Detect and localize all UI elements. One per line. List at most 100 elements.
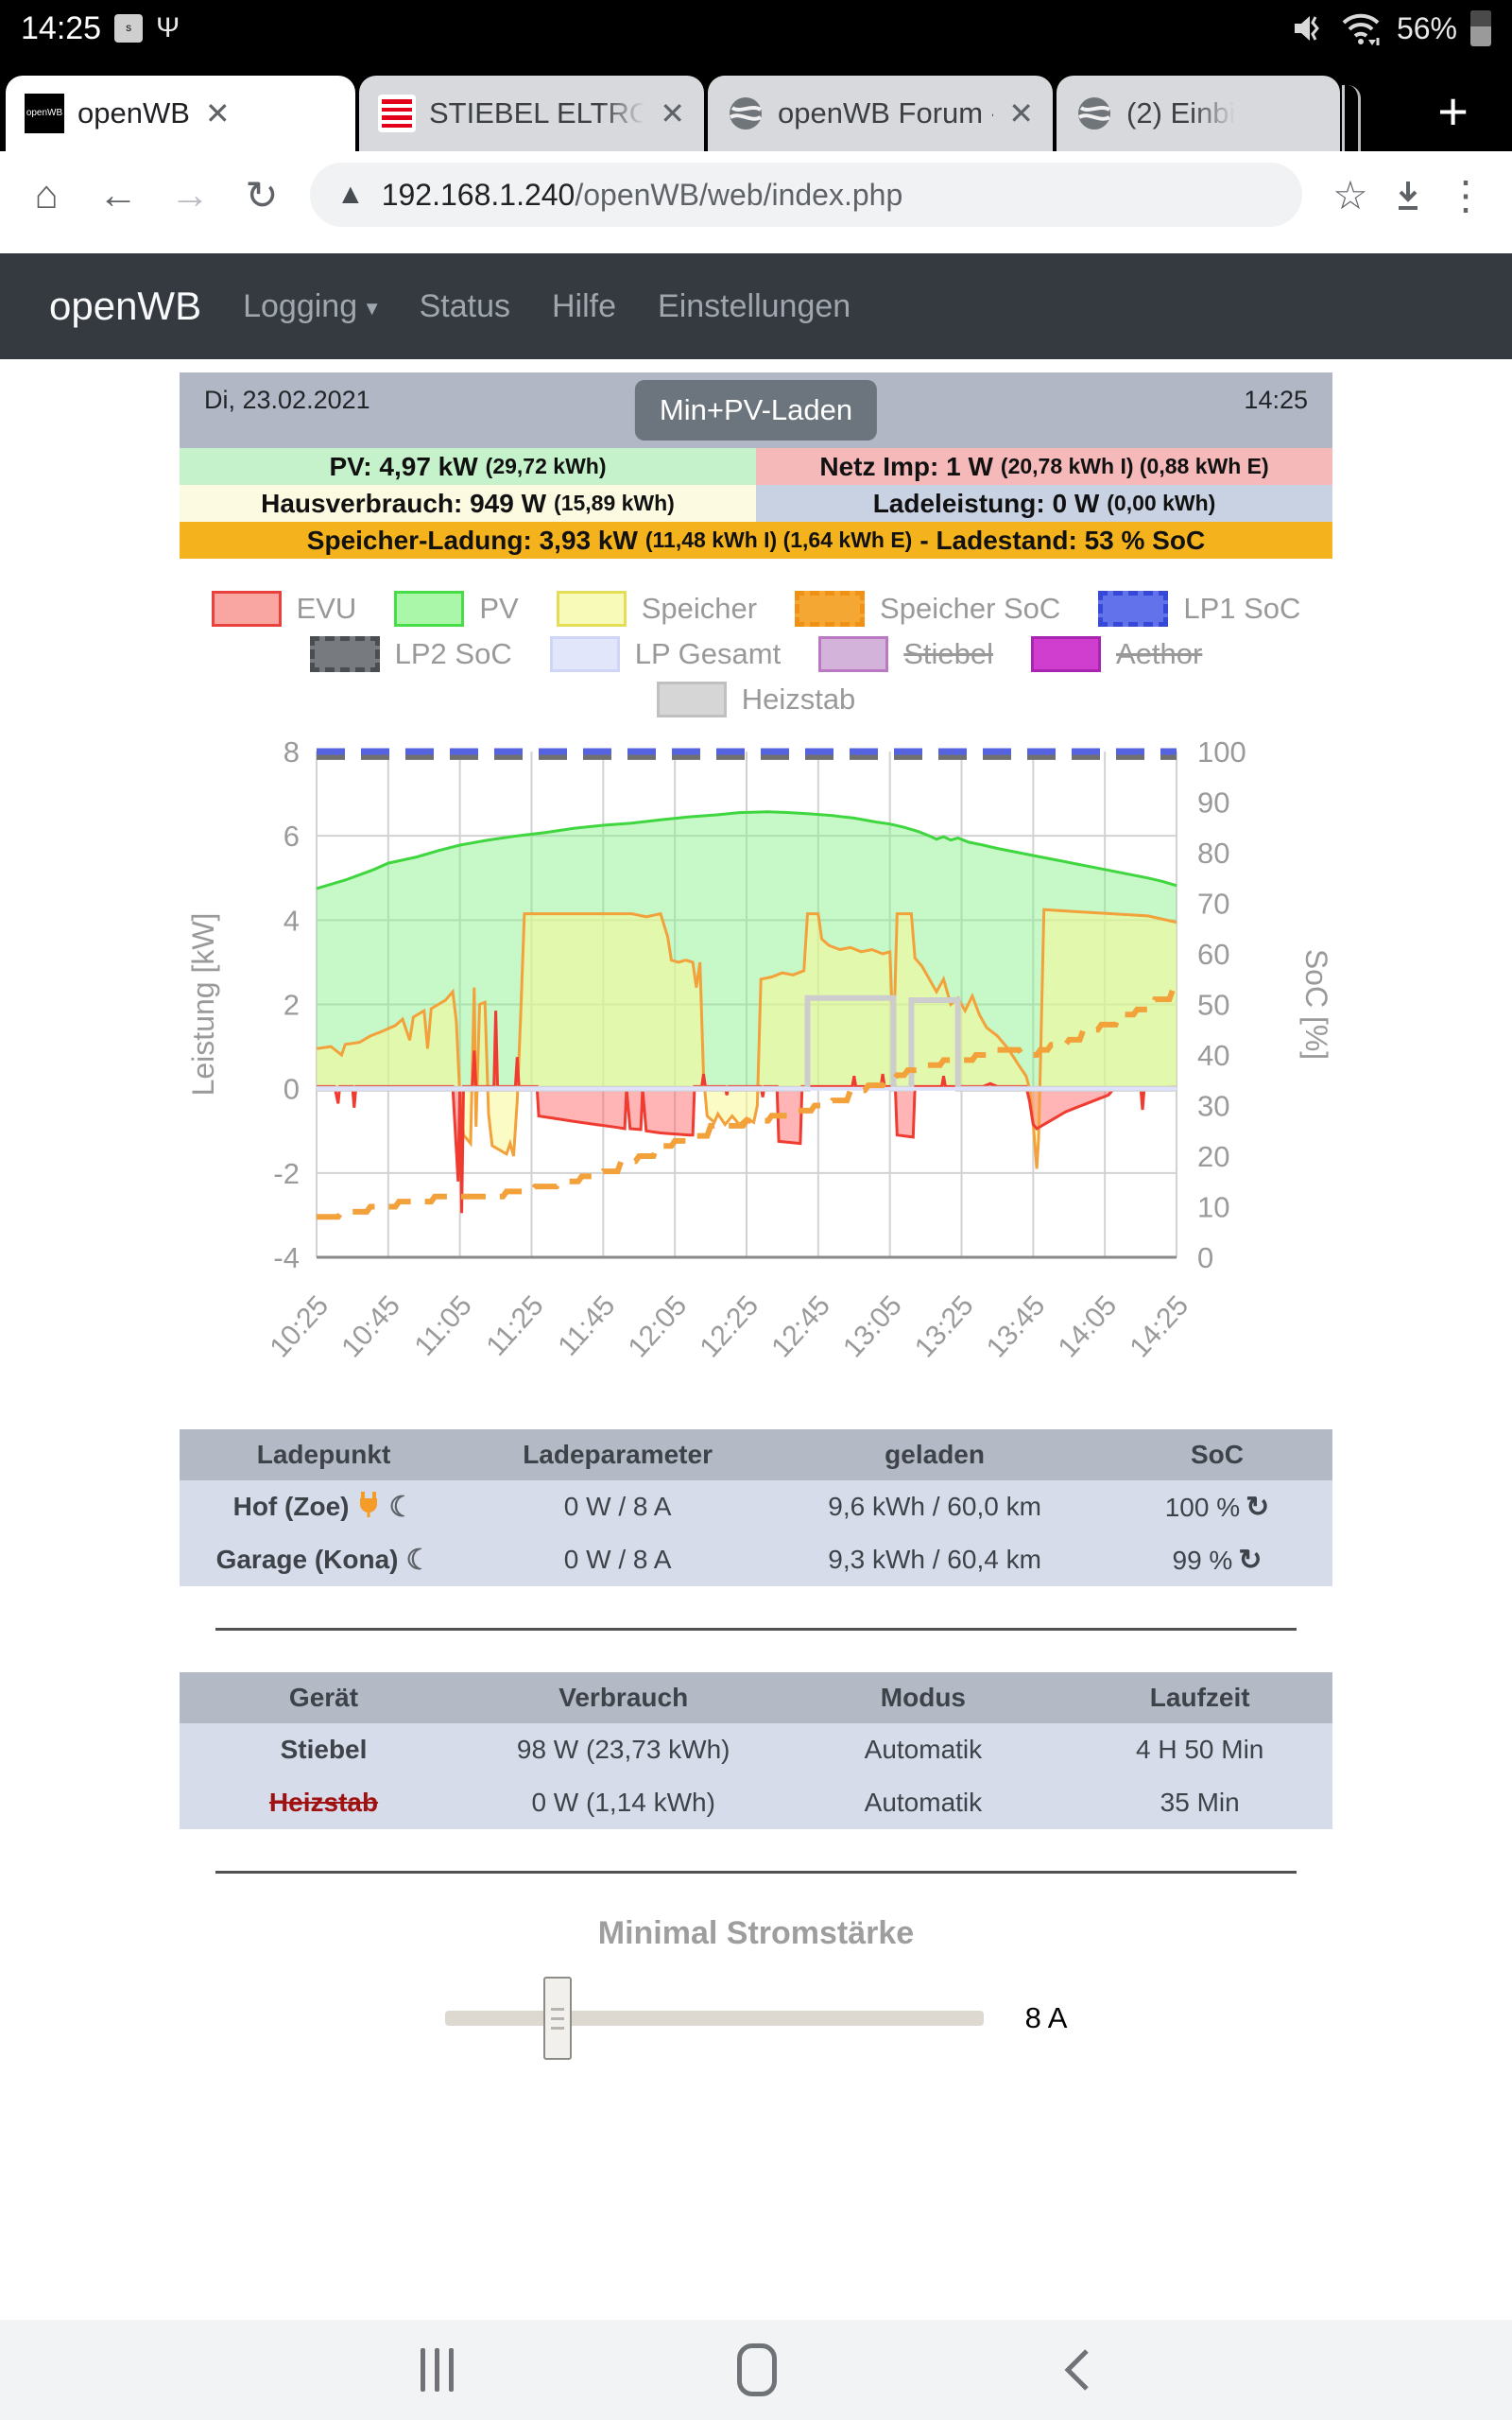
stat-speicher-soc: - Ladestand: 53 % SoC (919, 525, 1206, 555)
nav-item-einstellungen[interactable]: Einstellungen (658, 287, 851, 324)
svg-text:12:05: 12:05 (623, 1290, 694, 1364)
reload-icon[interactable]: ↻ (245, 172, 279, 217)
recents-button-icon[interactable] (420, 2348, 454, 2392)
battery-icon (1470, 10, 1491, 46)
moon-icon: ☾ (388, 1491, 415, 1523)
series-fill-speicher (317, 909, 1177, 1169)
min-current-slider-track[interactable] (444, 1977, 984, 2060)
device-col-header: Gerät (288, 1683, 359, 1712)
browser-tab-3[interactable]: (2) Einbi (1057, 76, 1340, 151)
tab-close-icon[interactable]: ✕ (1008, 96, 1034, 130)
new-tab-button[interactable]: + (1437, 81, 1469, 141)
toolbar-actions: ☆ ⋮ (1327, 172, 1489, 218)
svg-text:SoC [%]: SoC [%] (1299, 949, 1332, 1060)
brand-logo[interactable]: openWB (49, 284, 202, 328)
not-secure-warning-icon[interactable]: ▲ (336, 179, 365, 210)
download-icon[interactable] (1387, 174, 1429, 216)
device-mode: Automatik (864, 1735, 983, 1764)
svg-text:13:25: 13:25 (909, 1290, 980, 1364)
stat-pv-main: PV: 4,97 kW (329, 451, 478, 481)
svg-text:-2: -2 (273, 1157, 300, 1190)
svg-text:100: 100 (1197, 735, 1246, 769)
legend-label: LP2 SoC (394, 637, 512, 670)
android-status-bar: 14:25 S Ψ 56% (0, 0, 1512, 57)
tab-title-fade (601, 96, 645, 130)
nav-item-hilfe[interactable]: Hilfe (552, 287, 617, 324)
svg-text:40: 40 (1197, 1039, 1229, 1072)
legend-label: Aethor (1116, 637, 1203, 670)
home-button-icon[interactable] (736, 2343, 777, 2396)
legend-swatch (818, 636, 889, 672)
globe-favicon (727, 95, 765, 132)
refresh-soc-icon[interactable]: ↻ (1238, 1544, 1263, 1576)
charge-mode-button[interactable]: Min+PV-Laden (634, 380, 878, 441)
svg-text:50: 50 (1197, 989, 1229, 1022)
stat-netz-main: Netz Imp: 1 W (819, 451, 993, 481)
min-current-slider-handle[interactable] (543, 1977, 573, 2060)
nav-item-status[interactable]: Status (419, 287, 510, 324)
charge-col-header: Ladeparameter (523, 1440, 713, 1469)
stat-pv-detail: (29,72 kWh) (485, 454, 607, 478)
svg-text:Leistung [kW]: Leistung [kW] (186, 913, 220, 1097)
divider (215, 1871, 1297, 1874)
charge-points-table: Ladepunkt Ladeparameter geladen SoC Hof (Zo… (180, 1429, 1332, 1586)
bookmark-star-icon[interactable]: ☆ (1332, 172, 1368, 217)
legend-swatch (394, 591, 465, 627)
main-content: Di, 23.02.2021 14:25 Min+PV-Laden PV: 4,… (180, 372, 1333, 2060)
svg-text:14:25: 14:25 (1124, 1290, 1194, 1364)
legend-item-stiebel[interactable]: Stiebel (818, 636, 993, 672)
stat-ladeleistung: Ladeleistung: 0 W (0,00 kWh) (756, 485, 1332, 522)
legend-item-heizstab[interactable]: Heizstab (656, 682, 855, 717)
browser-tab-0[interactable]: openWB openWB ✕ (6, 76, 355, 151)
device-consumption: 0 W (1,14 kWh) (531, 1788, 715, 1817)
device-name: Stiebel (280, 1735, 368, 1764)
browser-tab-2[interactable]: openWB Forum - ✕ (708, 76, 1053, 151)
series-line-speicher-soc (317, 986, 1177, 1220)
url-path: /openWB/web/index.php (575, 177, 903, 212)
svg-text:6: 6 (284, 820, 300, 853)
tab-close-icon[interactable]: ✕ (660, 96, 685, 130)
chargepoint-name: Garage (Kona) ☾ (215, 1544, 432, 1576)
svg-text:12:45: 12:45 (765, 1290, 836, 1364)
battery-percent: 56% (1396, 10, 1457, 45)
svg-text:90: 90 (1197, 786, 1229, 820)
stat-netz: Netz Imp: 1 W (20,78 kWh I) (0,88 kWh E) (756, 448, 1332, 485)
device-consumption: 98 W (23,73 kWh) (516, 1735, 730, 1764)
browser-tab-1[interactable]: STIEBEL ELTRON ✕ (359, 76, 704, 151)
back-button-icon[interactable] (1060, 2345, 1092, 2394)
legend-item-evu[interactable]: EVU (211, 591, 356, 627)
home-icon[interactable]: ⌂ (34, 172, 59, 216)
refresh-soc-icon[interactable]: ↻ (1246, 1491, 1270, 1523)
nav-item-logging[interactable]: Logging ▾ (243, 287, 378, 324)
device-table-row: Stiebel 98 W (23,73 kWh) Automatik 4 H 50 M… (180, 1723, 1332, 1776)
legend-item-aethor[interactable]: Aethor (1031, 636, 1202, 672)
device-table-header: Gerät Verbrauch Modus Laufzeit (180, 1672, 1332, 1723)
url-bar[interactable]: ▲ 192.168.1.240/openWB/web/index.php (310, 163, 1302, 227)
svg-text:60: 60 (1197, 938, 1229, 971)
site-navbar: openWB Logging ▾ Status Hilfe Einstellungen (0, 253, 1512, 359)
tab-close-icon[interactable]: ✕ (204, 96, 231, 130)
android-nav-bar (0, 2320, 1512, 2420)
legend-item-speicher-soc[interactable]: Speicher SoC (795, 591, 1060, 627)
device-table-body: Stiebel 98 W (23,73 kWh) Automatik 4 H 50 M… (180, 1723, 1332, 1829)
back-icon[interactable]: ← (98, 172, 138, 216)
legend-label: LP1 SoC (1183, 592, 1301, 625)
min-current-title: Minimal Stromstärke (597, 1915, 915, 1951)
chevron-down-icon: ▾ (366, 295, 378, 321)
svg-text:80: 80 (1197, 837, 1229, 870)
tab-stack-edges (1342, 85, 1361, 151)
stat-speicher-detail: (11,48 kWh I) (1,64 kWh E) (644, 527, 913, 552)
legend-row-0: EVU PV Speicher Speicher SoC LP1 SoC (180, 591, 1332, 627)
svg-text:12:25: 12:25 (694, 1290, 765, 1364)
legend-swatch (1031, 636, 1102, 672)
legend-item-lp2-soc[interactable]: LP2 SoC (309, 636, 512, 672)
overflow-menu-icon[interactable]: ⋮ (1446, 172, 1486, 217)
legend-item-speicher[interactable]: Speicher (556, 591, 757, 627)
legend-item-lp-gesamt[interactable]: LP Gesamt (549, 636, 781, 672)
forward-icon: → (170, 172, 210, 216)
legend-item-lp1-soc[interactable]: LP1 SoC (1098, 591, 1300, 627)
charge-table-body: Hof (Zoe) ☾ 0 W / 8 A 9,6 kWh / 60,0 km 100 … (180, 1480, 1332, 1586)
charged-amount: 9,3 kWh / 60,4 km (828, 1545, 1041, 1574)
legend-item-pv[interactable]: PV (394, 591, 519, 627)
